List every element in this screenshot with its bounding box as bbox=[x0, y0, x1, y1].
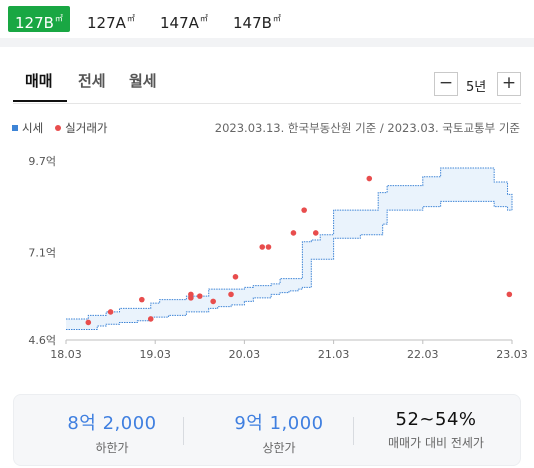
actual-trade-point bbox=[265, 244, 272, 250]
actual-trade-point bbox=[188, 291, 194, 298]
jeonse-ratio-label: 매매가 대비 전세가 bbox=[388, 436, 484, 450]
market-price-legend-label: 시세 bbox=[22, 121, 44, 135]
actual-trade-point bbox=[197, 293, 203, 299]
tabs-divider bbox=[13, 103, 521, 104]
actual-trade-point bbox=[506, 291, 513, 298]
size-tab-unit: ㎡ bbox=[126, 14, 135, 23]
size-tab-label: 127A bbox=[87, 14, 126, 32]
market-price-legend-marker bbox=[12, 125, 18, 131]
actual-trade-point bbox=[210, 298, 216, 305]
y-tick-label: 7.1억 bbox=[28, 246, 56, 259]
x-tick-label: 22.03 bbox=[407, 348, 439, 361]
summary-upper-price: 9억 1,000 상한가 bbox=[204, 409, 354, 456]
summary-lower-price: 8억 2,000 하한가 bbox=[37, 409, 187, 456]
actual-trade-point bbox=[259, 244, 266, 250]
trade-type-tabs: 매매 전세 월세 bbox=[0, 60, 534, 104]
y-tick-label: 4.6억 bbox=[28, 334, 56, 347]
size-tab-label: 147B bbox=[233, 14, 272, 32]
y-tick-label: 9.7억 bbox=[28, 155, 56, 168]
active-tab-underline bbox=[13, 100, 67, 102]
actual-trade-point bbox=[139, 296, 145, 303]
x-tick-label: 20.03 bbox=[229, 348, 261, 361]
size-tab-label: 147A bbox=[160, 14, 199, 32]
size-tab-127b[interactable]: 127B㎡ bbox=[8, 6, 70, 32]
size-tabs: 127B㎡ 127A㎡ 147A㎡ 147B㎡ bbox=[0, 0, 534, 38]
tab-sale[interactable]: 매매 bbox=[25, 72, 53, 90]
actual-trade-point bbox=[228, 291, 234, 298]
actual-trade-point bbox=[232, 274, 239, 280]
actual-trade-point bbox=[312, 230, 319, 236]
summary-divider bbox=[353, 417, 354, 445]
market-price-upper-line bbox=[66, 167, 513, 320]
summary-divider bbox=[183, 417, 184, 445]
chart-legend: 시세 실거래가 bbox=[12, 120, 108, 136]
price-summary: 8억 2,000 하한가 9억 1,000 상한가 52~54% 매매가 대비 … bbox=[13, 394, 521, 466]
size-tab-unit: ㎡ bbox=[199, 14, 208, 23]
actual-trade-point bbox=[290, 230, 297, 236]
actual-trade-legend-label: 실거래가 bbox=[65, 121, 108, 135]
x-tick-label: 23.03 bbox=[496, 348, 528, 361]
actual-trade-point bbox=[366, 175, 373, 182]
actual-trade-point bbox=[85, 319, 92, 326]
jeonse-ratio-value: 52~54% bbox=[395, 409, 477, 430]
market-price-band bbox=[66, 168, 512, 330]
tab-jeonse[interactable]: 전세 bbox=[78, 72, 106, 90]
period-increase-button[interactable]: + bbox=[497, 72, 521, 96]
summary-jeonse-ratio: 52~54% 매매가 대비 전세가 bbox=[361, 409, 511, 451]
actual-trade-point bbox=[107, 309, 114, 315]
upper-price-label: 상한가 bbox=[262, 441, 296, 455]
market-price-lower-line bbox=[66, 200, 512, 330]
size-tab-unit: ㎡ bbox=[54, 14, 63, 23]
period-decrease-button[interactable]: − bbox=[434, 72, 458, 96]
size-tab-127a[interactable]: 127A㎡ bbox=[80, 6, 142, 32]
size-tab-147a[interactable]: 147A㎡ bbox=[153, 6, 215, 32]
size-tab-unit: ㎡ bbox=[272, 14, 281, 23]
tab-monthly-rent[interactable]: 월세 bbox=[129, 72, 157, 90]
section-divider bbox=[0, 38, 534, 47]
size-tab-label: 127B bbox=[15, 14, 54, 32]
lower-price-label: 하한가 bbox=[95, 441, 129, 455]
x-tick-label: 19.03 bbox=[139, 348, 171, 361]
data-source-note: 2023.03.13. 한국부동산원 기준 / 2023.03. 국토교통부 기… bbox=[214, 121, 520, 135]
actual-trade-legend-marker bbox=[55, 125, 62, 131]
period-value: 5년 bbox=[466, 80, 487, 95]
actual-trade-point bbox=[147, 316, 154, 322]
actual-trade-point bbox=[301, 207, 307, 213]
lower-price-value: 8억 2,000 bbox=[67, 413, 157, 434]
x-tick-label: 21.03 bbox=[318, 348, 350, 361]
upper-price-value: 9억 1,000 bbox=[234, 413, 324, 434]
x-tick-label: 18.03 bbox=[50, 348, 82, 361]
size-tab-147b[interactable]: 147B㎡ bbox=[226, 6, 288, 32]
